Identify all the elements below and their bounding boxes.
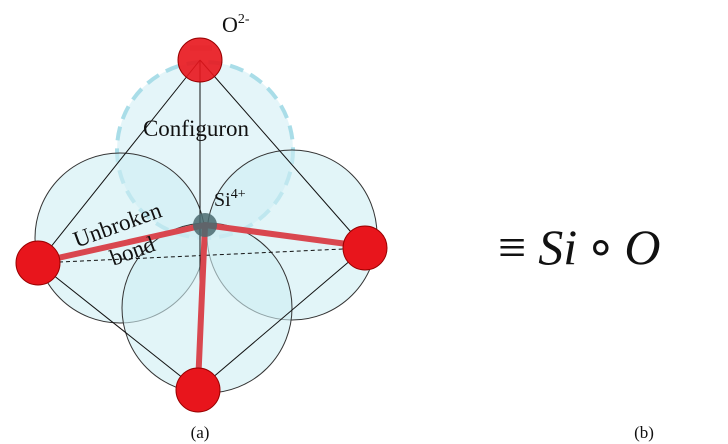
caption: (b) bbox=[634, 423, 654, 442]
oxygen-atom bbox=[176, 368, 220, 412]
charge: 4+ bbox=[231, 187, 246, 202]
tetrahedron bbox=[16, 38, 387, 412]
silicon-atom bbox=[193, 213, 217, 237]
element: Si bbox=[214, 189, 231, 211]
oxygen-atom bbox=[16, 241, 60, 285]
charge: 2- bbox=[238, 12, 250, 27]
caption: (a) bbox=[191, 423, 210, 442]
figure: O2- Configuron Si4+ Unbroken bond ≡Si∘O … bbox=[0, 0, 728, 444]
si: Si bbox=[538, 219, 577, 275]
formula: ≡Si∘O bbox=[498, 219, 661, 275]
oxygen-label: O2- bbox=[222, 12, 250, 37]
element: O bbox=[222, 12, 238, 37]
op: ∘ bbox=[585, 219, 616, 275]
o: O bbox=[624, 219, 660, 275]
equiv: ≡ bbox=[498, 219, 526, 275]
oxygen-atom bbox=[343, 226, 387, 270]
configuron-label: Configuron bbox=[143, 116, 250, 141]
oxygen-atom bbox=[178, 38, 222, 82]
